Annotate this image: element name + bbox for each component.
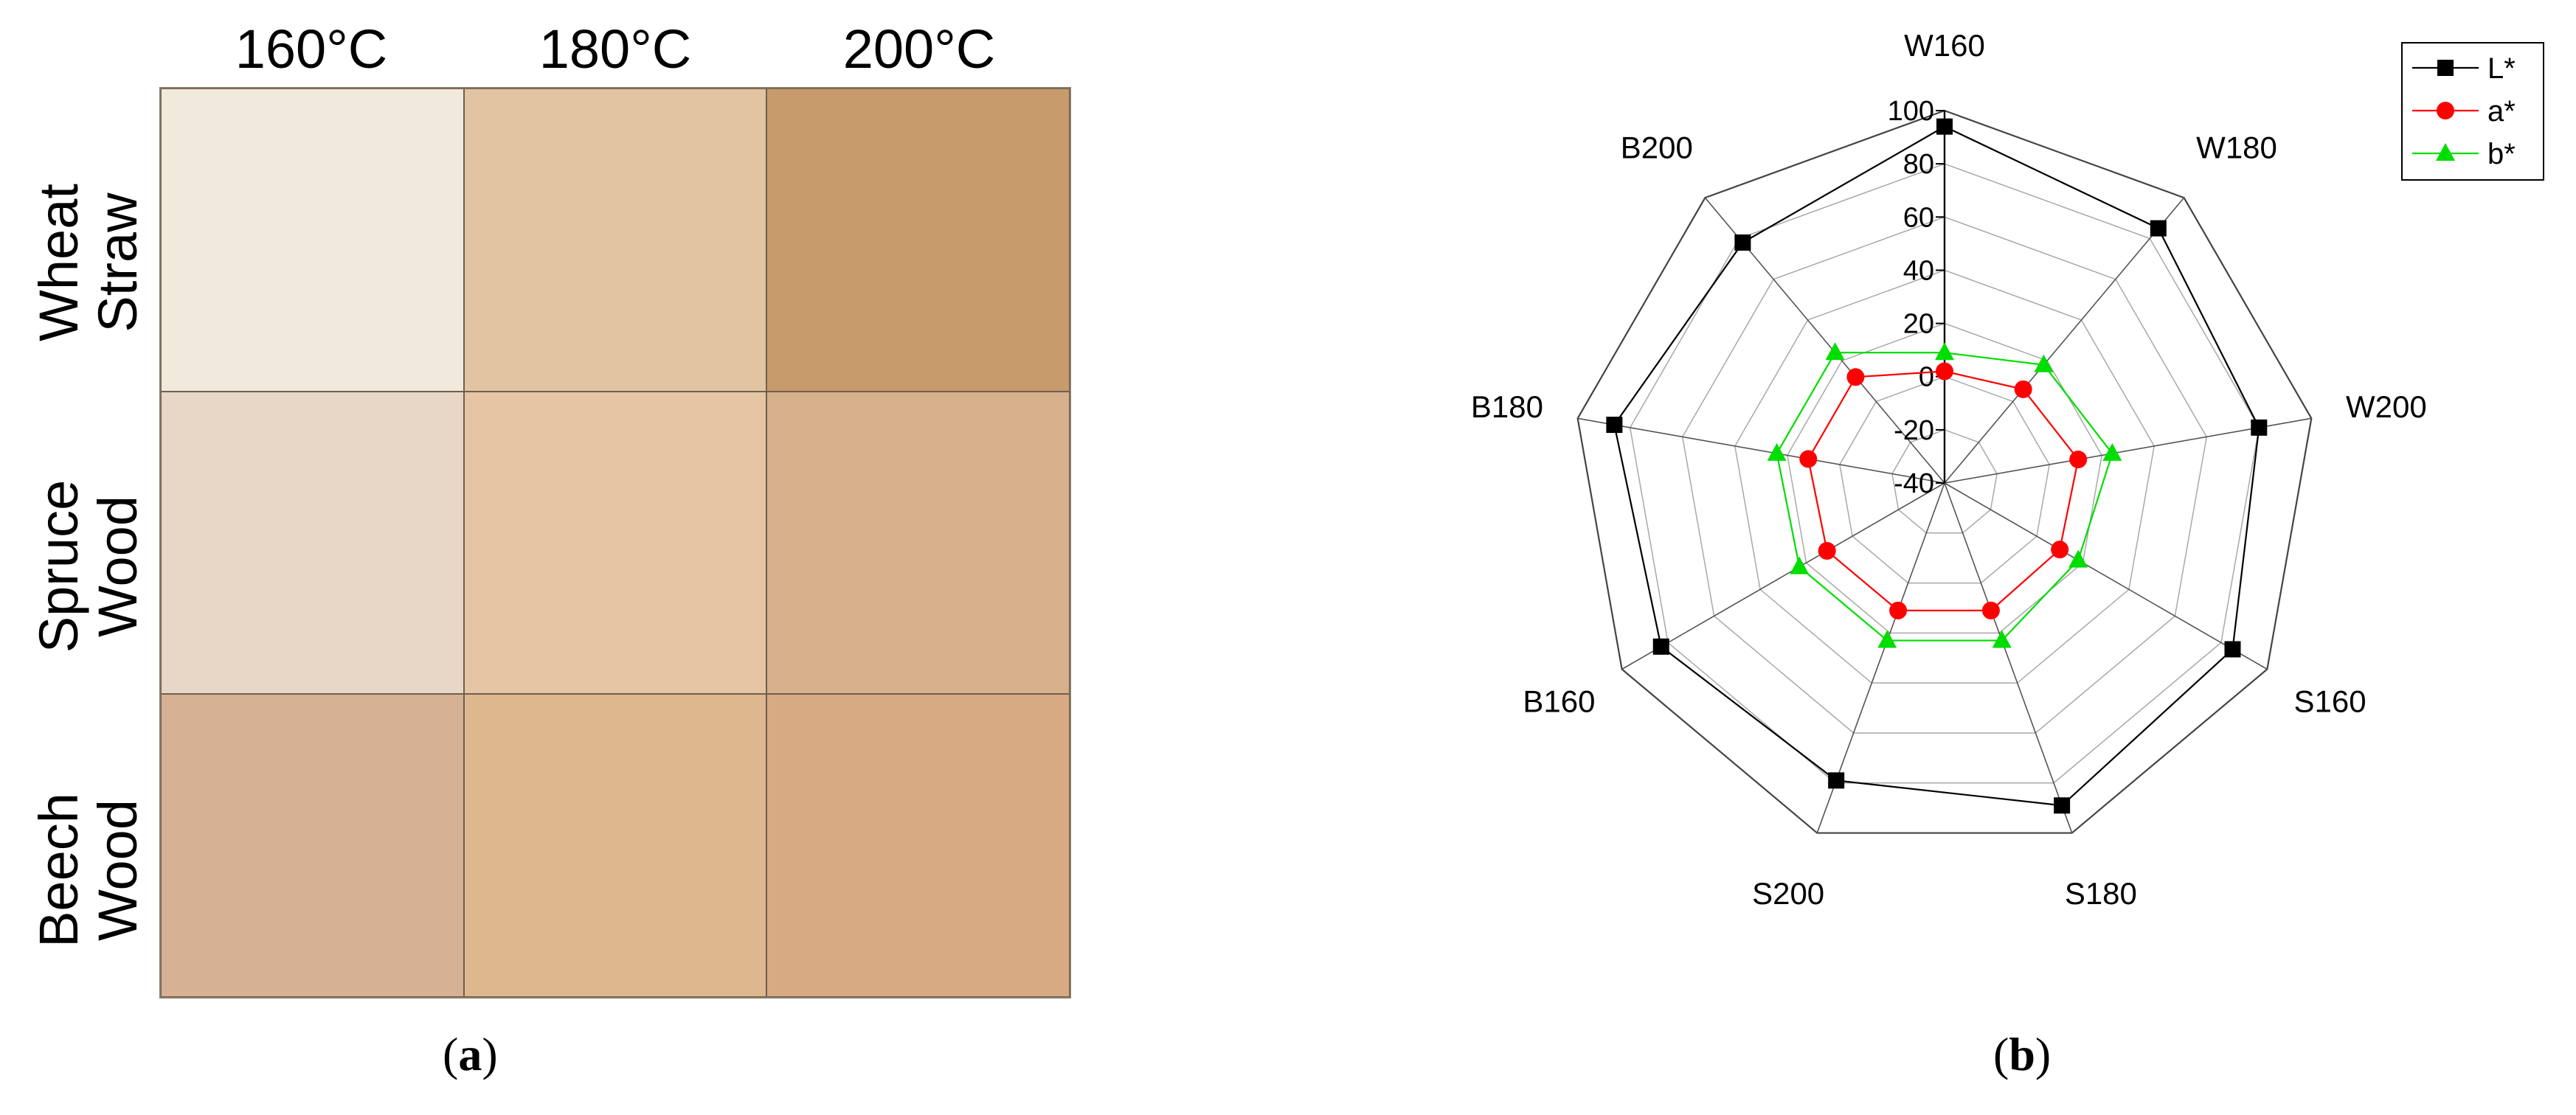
color-swatch [161, 88, 464, 392]
data-point [1818, 541, 1836, 560]
radial-tick-label: 80 [1903, 149, 1934, 180]
category-label: W180 [2196, 131, 2277, 165]
grid-ring [1629, 163, 2260, 784]
radial-tick-label: 60 [1903, 202, 1934, 233]
data-point [1828, 772, 1845, 789]
data-point [2150, 220, 2167, 237]
row-header-line2: Straw [87, 192, 148, 333]
radar-chart-panel: -40 -20 0 20 40 60 80 100 W160 W180 W200 S160 S180 S2… [1254, 0, 2576, 1111]
grid-spoke [1944, 417, 2312, 484]
color-swatch-grid [159, 87, 1071, 998]
legend-label: b* [2487, 138, 2516, 170]
grid-spoke [1577, 417, 1945, 484]
data-point [2054, 797, 2071, 814]
radial-tick-label: 0 [1919, 362, 1934, 393]
data-point [1790, 556, 1810, 574]
data-point [2251, 419, 2268, 436]
data-point [2034, 354, 2054, 372]
row-header-spruce-wood: Spruce Wood [28, 478, 148, 655]
legend-marker [2437, 60, 2454, 76]
color-swatch [766, 391, 1070, 695]
data-point [1936, 118, 1953, 135]
data-point [1889, 601, 1908, 619]
grid-ring [1576, 109, 2313, 834]
data-point [1936, 362, 1953, 381]
row-header-line2: Wood [87, 496, 148, 637]
data-point [2014, 380, 2032, 398]
column-header-160: 160°C [235, 18, 388, 80]
data-point [1846, 368, 1865, 386]
data-point [1799, 450, 1818, 468]
column-header-200: 200°C [842, 18, 996, 80]
radial-tick-label: 20 [1903, 309, 1934, 340]
grid-ring [1681, 216, 2208, 734]
category-label: S160 [2294, 684, 2366, 719]
category-label: S180 [2065, 876, 2137, 911]
category-label: S200 [1752, 876, 1824, 911]
color-swatch [766, 694, 1070, 997]
category-label: B160 [1523, 684, 1595, 719]
color-swatch [463, 88, 767, 392]
data-point [1981, 601, 2000, 619]
grid-ring [1787, 322, 2102, 634]
data-point [1825, 342, 1845, 361]
legend-label: a* [2487, 95, 2516, 128]
category-label: W160 [1904, 28, 1985, 63]
grid-ring [1891, 429, 1998, 534]
row-header-line1: Wheat [28, 184, 89, 341]
panel-a-caption: (a) [443, 1028, 498, 1080]
data-point [2102, 442, 2122, 461]
color-swatch [161, 694, 464, 997]
row-header-line2: Wood [87, 799, 148, 941]
grid-ring [1839, 375, 2050, 584]
radar-chart: -40 -20 0 20 40 60 80 100 W160 W180 W200 S160 S180 S2… [1471, 28, 2544, 911]
data-point [2068, 549, 2088, 568]
color-swatch [463, 391, 767, 695]
data-point [1652, 638, 1669, 655]
row-header-beech-wood: Beech Wood [28, 782, 148, 959]
color-swatch-panel: 160°C 180°C 200°C Wheat Straw Spruce Woo… [0, 0, 1107, 1111]
data-point [2051, 541, 2069, 559]
grid-spoke [1944, 482, 2268, 670]
column-header-180: 180°C [539, 18, 692, 80]
data-point [1992, 630, 2012, 648]
data-point [2224, 641, 2241, 658]
data-point [2069, 451, 2088, 469]
color-swatch [463, 694, 767, 997]
data-point [1935, 342, 1954, 361]
radial-tick-label: 40 [1903, 255, 1934, 286]
category-label: B180 [1471, 389, 1543, 424]
series-line [1807, 370, 2080, 611]
category-label: B200 [1621, 131, 1693, 165]
color-swatch [766, 88, 1070, 392]
color-swatch [161, 391, 464, 695]
series-line [1613, 125, 2260, 807]
grid-spoke [1944, 482, 2073, 833]
radial-tick-label: -20 [1894, 415, 1934, 446]
row-header-line1: Beech [28, 793, 89, 948]
panel-b-caption: (b) [1993, 1028, 2052, 1080]
data-point [1767, 442, 1787, 461]
series-line [1776, 352, 2113, 642]
legend-marker [2437, 102, 2454, 119]
row-header-line1: Spruce [28, 479, 89, 653]
data-point [1877, 630, 1897, 648]
grid-ring [1734, 269, 2155, 684]
category-label: W200 [2346, 389, 2427, 424]
grid-spoke [1944, 197, 2185, 484]
legend-marker [2436, 143, 2455, 161]
legend-label: L* [2487, 52, 2516, 85]
data-point [1606, 417, 1623, 434]
radial-tick-label: -40 [1894, 468, 1934, 499]
data-point [1734, 234, 1751, 251]
grid-spoke [1621, 482, 1945, 670]
radial-tick-label: 100 [1888, 96, 1934, 127]
row-header-wheat-straw: Wheat Straw [28, 174, 148, 351]
